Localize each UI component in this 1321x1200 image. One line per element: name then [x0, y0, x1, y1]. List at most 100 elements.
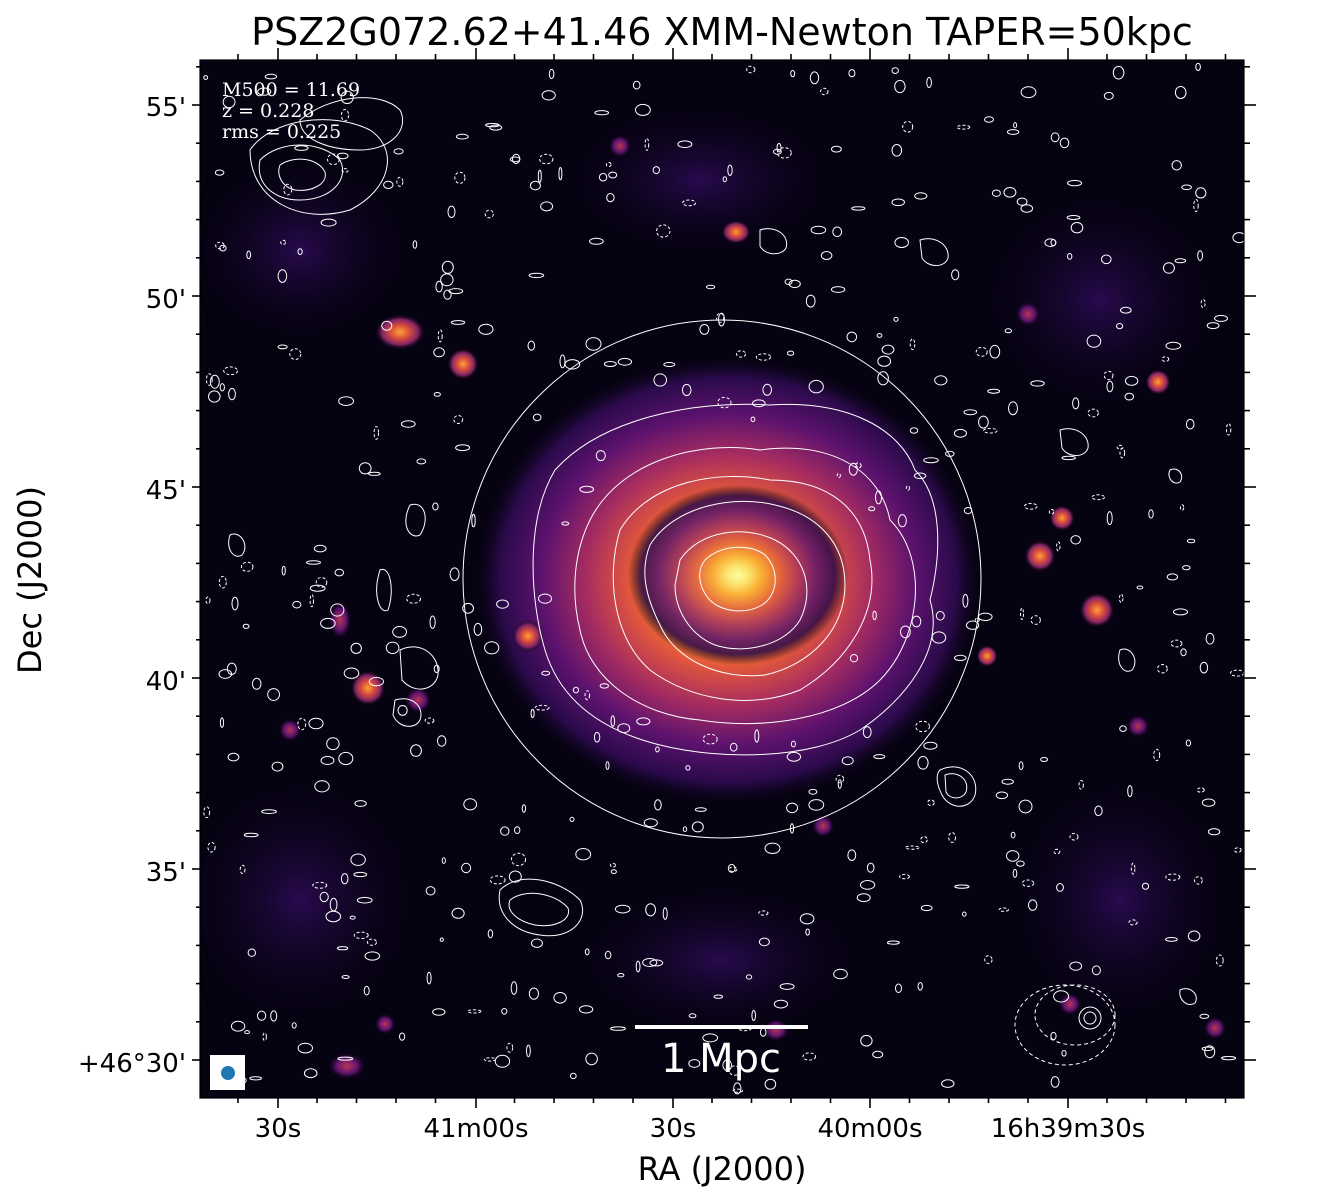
noise-contour: [727, 863, 736, 873]
noise-contour: [1050, 1076, 1060, 1088]
noise-contour: [1232, 232, 1244, 244]
noise-contour: [1066, 215, 1081, 220]
noise-contour: [471, 513, 476, 528]
noise-contour: [270, 1010, 278, 1022]
noise-contour: [862, 726, 872, 739]
noise-contour: [610, 715, 616, 727]
noise-contour: [1106, 380, 1114, 393]
noise-contour: [353, 871, 368, 878]
noise-contour: [643, 818, 658, 828]
noise-contour: [205, 596, 211, 605]
noise-contour: [735, 350, 747, 358]
noise-contour: [808, 379, 824, 394]
noise-contour: [881, 344, 895, 355]
noise-contour: [521, 804, 527, 813]
noise-contour: [974, 617, 980, 623]
noise-contour: [541, 670, 551, 676]
noise-contour: [251, 677, 262, 690]
noise-contour: [920, 836, 928, 844]
noise-contour: [219, 383, 225, 392]
noise-contour: [1136, 585, 1144, 590]
noise-contour: [1001, 778, 1014, 785]
noise-contour: [373, 426, 379, 440]
noise-contour: [1221, 1056, 1237, 1061]
noise-contour: [223, 366, 239, 376]
noise-contour: [1165, 873, 1181, 881]
noise-contour: [559, 354, 566, 369]
noise-contour: [805, 928, 810, 936]
noise-contour: [610, 1026, 626, 1031]
noise-contour: [899, 873, 910, 880]
noise-contour: [448, 288, 464, 295]
noise-contour: [334, 568, 345, 577]
noise-contour: [447, 205, 456, 219]
noise-contour: [329, 897, 338, 912]
noise-contour: [934, 375, 948, 386]
noise-contour: [1170, 639, 1183, 648]
noise-contour: [1070, 535, 1081, 545]
noise-contour: [320, 218, 337, 227]
noise-contour: [358, 462, 372, 475]
noise-contour: [240, 561, 254, 572]
noise-contour: [718, 312, 725, 327]
noise-contour: [336, 152, 349, 160]
noise-contour: [773, 999, 789, 1009]
noise-contour: [540, 201, 554, 212]
noise-contour: [412, 240, 418, 249]
noise-contour: [1020, 204, 1034, 213]
noise-contour: [483, 1057, 497, 1062]
noise-contour: [1059, 137, 1070, 149]
noise-contour: [281, 565, 286, 576]
noise-contour: [319, 891, 329, 903]
noise-contour: [886, 940, 900, 945]
noise-contour: [978, 612, 993, 621]
noise-contour: [314, 780, 330, 793]
noise-contour: [909, 338, 916, 351]
noise-contour: [425, 886, 436, 896]
noise-contour: [1006, 129, 1020, 135]
noise-contour: [876, 333, 883, 338]
noise-contour: [277, 269, 288, 283]
noise-contour: [1078, 779, 1084, 790]
noise-contour: [526, 1044, 531, 1058]
noise-contour: [496, 599, 509, 609]
noise-contour: [1116, 323, 1124, 330]
noise-contour: [433, 392, 441, 397]
noise-contour: [789, 823, 795, 834]
noise-contour: [617, 973, 625, 978]
noise-contour: [450, 320, 466, 325]
noise-contour: [437, 329, 443, 343]
noise-contour: [758, 937, 770, 947]
noise-contour: [705, 284, 716, 290]
noise-contour: [644, 137, 650, 151]
noise-contour: [636, 717, 651, 726]
beam-indicator: [210, 1055, 245, 1090]
noise-contour: [688, 1059, 701, 1068]
noise-contour: [954, 884, 970, 889]
noise-contour: [663, 362, 676, 367]
noise-contour: [1124, 392, 1135, 401]
noise-contour: [451, 907, 465, 919]
noise-contour: [654, 799, 662, 811]
noise-contour: [1215, 954, 1224, 967]
noise-contour: [614, 904, 631, 914]
noise-contour: [548, 68, 555, 80]
noise-contour: [484, 641, 500, 655]
noise-contour: [1061, 1050, 1067, 1057]
noise-contour: [280, 239, 287, 245]
noise-contour: [945, 450, 955, 457]
x-tick-label: 16h39m30s: [991, 1114, 1146, 1144]
noise-contour: [500, 826, 510, 836]
noise-contour: [790, 70, 796, 78]
noise-contour: [722, 1059, 733, 1071]
noise-contour: [257, 87, 272, 96]
noise-contour: [832, 226, 843, 238]
noise-contour: [790, 740, 796, 748]
noise-contour: [835, 774, 845, 784]
noise-contour: [617, 357, 633, 366]
noise-contour: [277, 344, 288, 350]
noise-contour: [860, 1034, 873, 1047]
noise-contour: [435, 280, 443, 293]
noise-contour: [306, 560, 321, 565]
noise-contour: [935, 611, 945, 621]
